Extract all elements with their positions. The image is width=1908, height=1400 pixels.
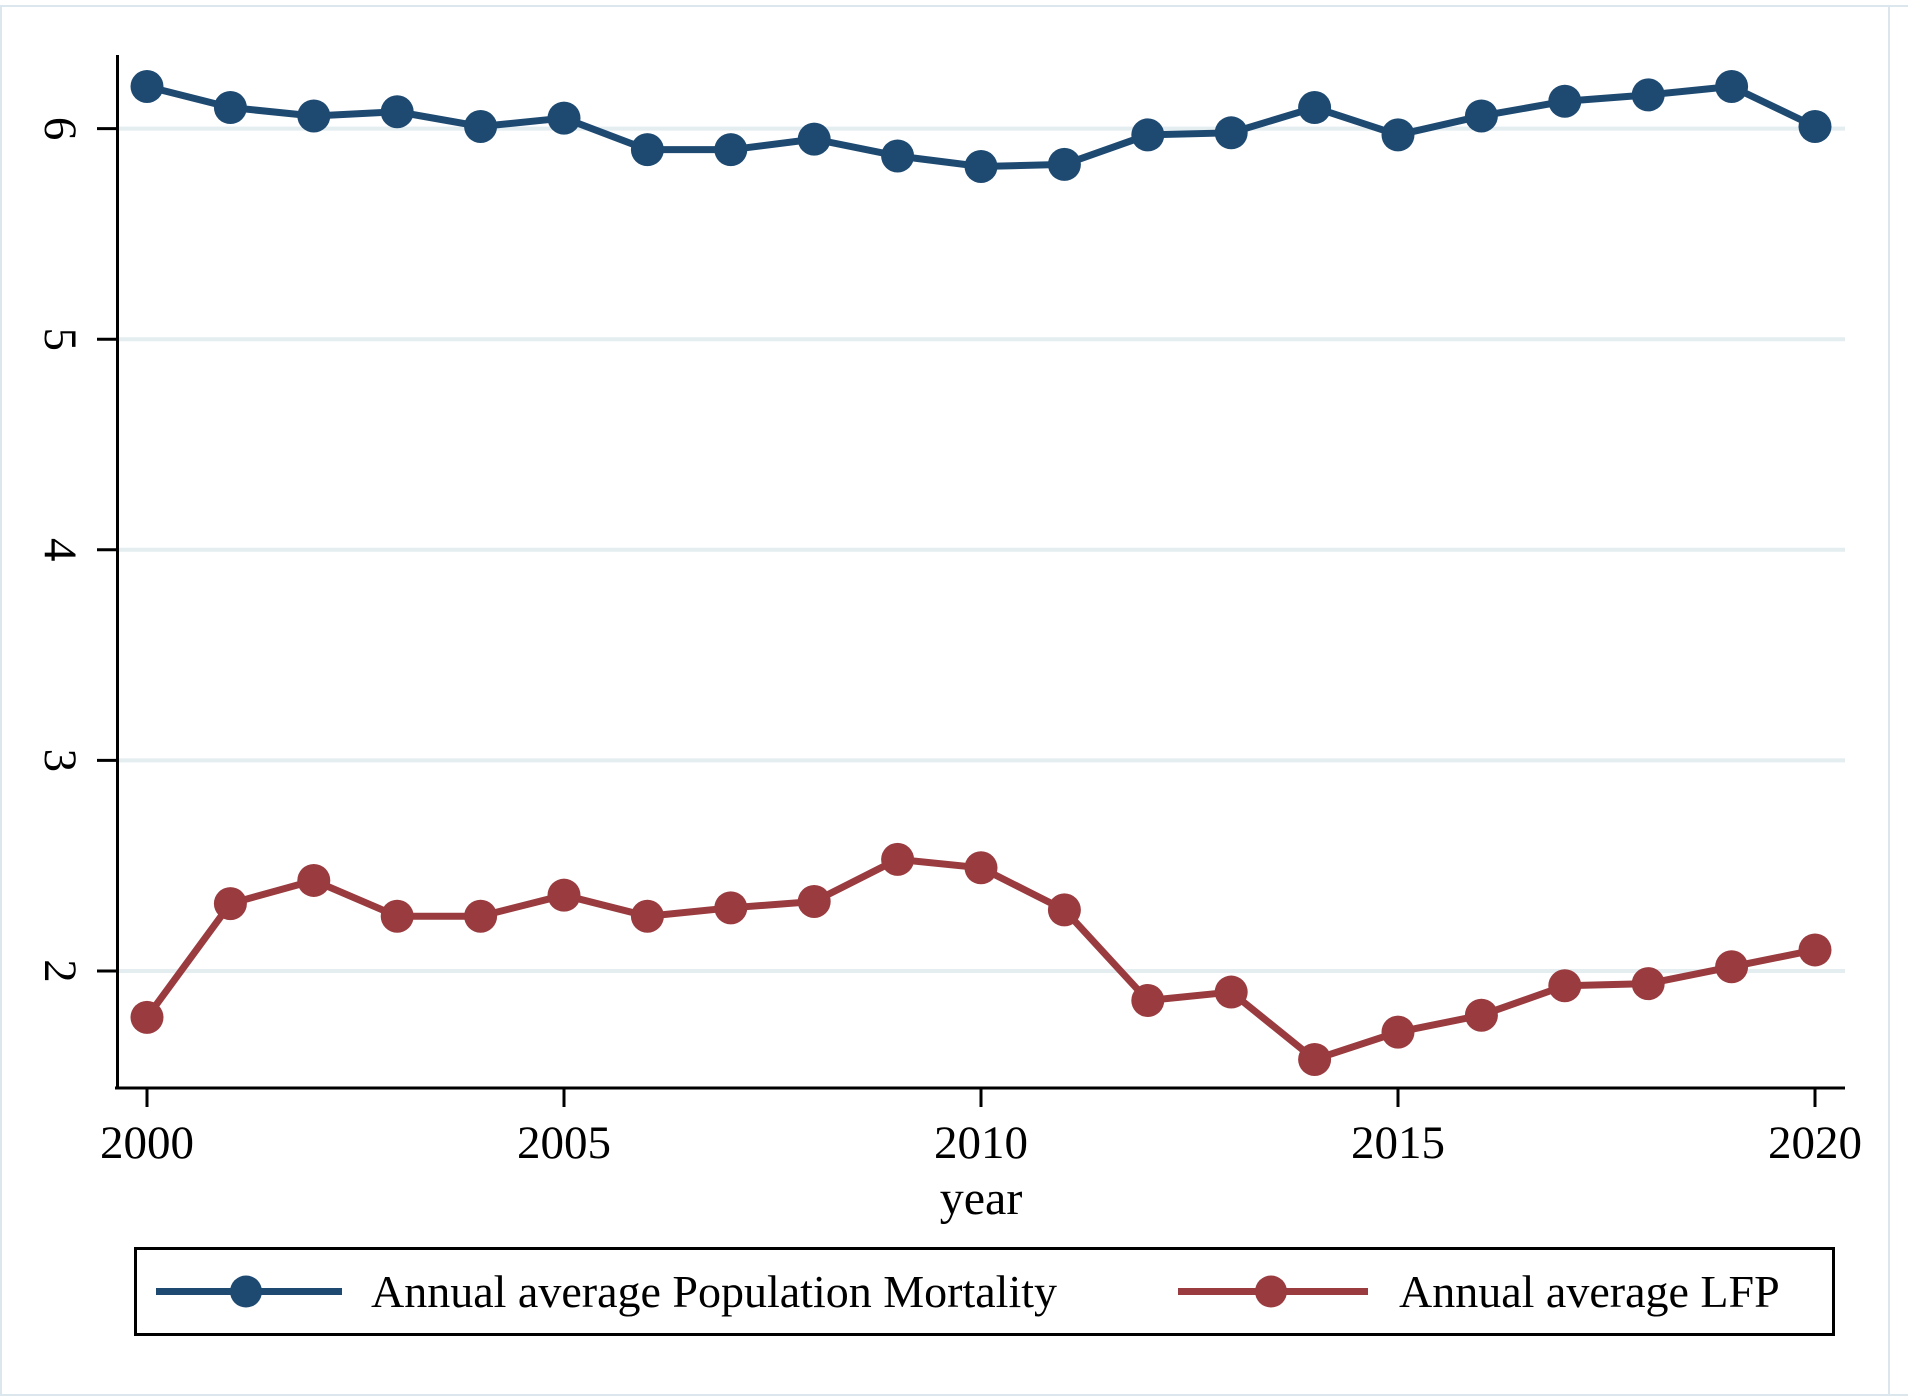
data-point-lfp-2017: [1548, 969, 1582, 1003]
legend: Annual average Population Mortality Annu…: [134, 1247, 1835, 1336]
data-point-mortality-2009: [881, 139, 915, 173]
data-point-mortality-2001: [213, 91, 247, 125]
data-point-lfp-2004: [464, 899, 498, 933]
data-point-mortality-2016: [1464, 99, 1498, 133]
data-point-mortality-2007: [714, 133, 748, 167]
data-point-lfp-2015: [1381, 1015, 1415, 1049]
data-point-mortality-2018: [1631, 78, 1665, 112]
data-point-lfp-2012: [1131, 983, 1165, 1017]
data-point-lfp-2014: [1298, 1042, 1332, 1076]
x-tick-label-2015: 2015: [1351, 1117, 1445, 1169]
data-point-lfp-2013: [1214, 975, 1248, 1009]
data-point-mortality-2010: [964, 150, 998, 184]
data-point-mortality-2012: [1131, 118, 1165, 152]
legend-label-mortality: Annual average Population Mortality: [371, 1266, 1058, 1317]
data-point-mortality-2003: [380, 95, 414, 129]
legend-sample-lfp: [1178, 1275, 1368, 1308]
data-point-mortality-2000: [130, 69, 164, 103]
legend-label-lfp: Annual average LFP: [1399, 1266, 1780, 1317]
data-point-lfp-2006: [630, 899, 664, 933]
data-point-mortality-2020: [1798, 109, 1832, 143]
data-point-mortality-2006: [630, 133, 664, 167]
legend-marker-mortality-icon: [230, 1275, 262, 1308]
data-point-mortality-2015: [1381, 118, 1415, 152]
data-point-mortality-2014: [1298, 91, 1332, 125]
data-point-lfp-2008: [797, 885, 831, 919]
data-point-lfp-2018: [1631, 967, 1665, 1001]
data-point-lfp-2007: [714, 891, 748, 925]
series-line-lfp: [143, 855, 1819, 1063]
y-tick-label-5: 5: [34, 327, 86, 351]
data-point-lfp-2002: [297, 863, 331, 897]
data-point-lfp-2020: [1798, 933, 1832, 967]
data-point-lfp-2001: [213, 887, 247, 921]
frame-bottom: [0, 1394, 1908, 1396]
data-point-mortality-2004: [464, 109, 498, 143]
data-point-mortality-2013: [1214, 116, 1248, 150]
x-tick-label-2005: 2005: [517, 1117, 611, 1169]
data-point-mortality-2005: [547, 101, 581, 135]
frame-right: [1888, 5, 1890, 1396]
y-tick-label-2: 2: [34, 959, 86, 983]
x-tick-label-2020: 2020: [1768, 1117, 1862, 1169]
data-point-mortality-2011: [1047, 147, 1081, 181]
data-point-lfp-2009: [881, 842, 915, 876]
frame-top: [0, 5, 1908, 7]
data-point-lfp-2010: [964, 851, 998, 885]
y-tick-label-3: 3: [34, 749, 86, 773]
data-point-mortality-2019: [1715, 69, 1749, 103]
data-point-lfp-2019: [1715, 950, 1749, 984]
data-point-mortality-2002: [297, 99, 331, 133]
y-tick-label-4: 4: [34, 538, 86, 562]
data-point-lfp-2003: [380, 899, 414, 933]
legend-sample-mortality: [156, 1275, 342, 1308]
x-axis-title: year: [940, 1172, 1023, 1225]
x-tick-label-2000: 2000: [100, 1117, 194, 1169]
data-point-lfp-2016: [1464, 998, 1498, 1032]
data-point-lfp-2005: [547, 878, 581, 912]
data-point-mortality-2008: [797, 122, 831, 156]
legend-marker-lfp-icon: [1255, 1275, 1287, 1308]
y-tick-label-6: 6: [34, 117, 86, 141]
data-point-lfp-2011: [1047, 893, 1081, 927]
data-point-mortality-2017: [1548, 84, 1582, 118]
x-tick-label-2010: 2010: [934, 1117, 1028, 1169]
frame-left: [0, 5, 2, 1396]
data-point-lfp-2000: [130, 1000, 164, 1034]
